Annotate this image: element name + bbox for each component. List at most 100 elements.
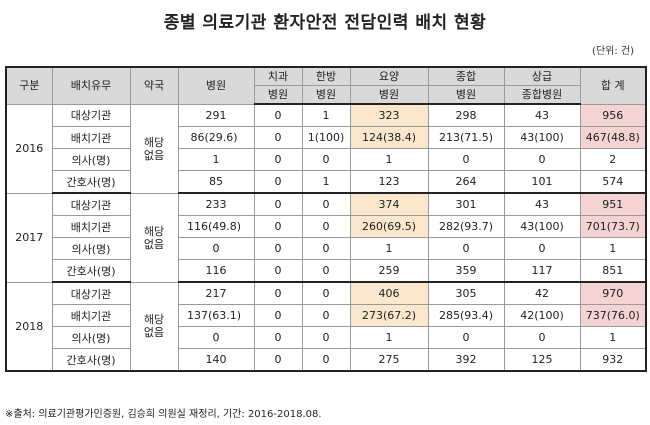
general-cell: 305 [427, 281, 505, 305]
oriental-cell: 0 [301, 215, 351, 238]
header-nursing-1: 요양 [349, 66, 429, 86]
row-label: 간호사(명) [51, 259, 131, 283]
page-title: 종별 의료기관 환자안전 전담인력 배치 현황 [163, 13, 487, 33]
tertiary-cell: 0 [503, 326, 581, 349]
total-cell: 1 [579, 326, 647, 349]
tertiary-cell: 42(100) [503, 304, 581, 327]
dental-cell: 0 [253, 259, 303, 283]
table-row: 배치기관 116(49.8) 0 0 260(69.5) 282(93.7) 43(100)… [6, 215, 647, 238]
hospital-cell: 116(49.8) [177, 215, 255, 238]
tertiary-cell: 43 [503, 192, 581, 216]
total-cell: 467(48.8) [579, 126, 647, 149]
header-nursing-2: 병원 [349, 85, 429, 105]
dental-cell: 0 [253, 281, 303, 305]
dental-cell: 0 [253, 348, 303, 372]
header-type: 배치유무 [51, 66, 131, 105]
nursing-cell: 1 [349, 237, 429, 260]
tertiary-cell: 125 [503, 348, 581, 372]
total-cell: 932 [579, 348, 647, 372]
row-label: 배치기관 [51, 126, 131, 149]
table-row: 2017 대상기관 해당 없음 233 0 0 374 301 43 951 [5, 192, 647, 283]
general-cell: 264 [427, 170, 505, 194]
total-cell: 970 [579, 281, 647, 305]
general-cell: 0 [427, 326, 505, 349]
hospital-cell: 291 [177, 103, 255, 127]
nursing-cell: 323 [349, 103, 429, 127]
row-label: 배치기관 [51, 215, 131, 238]
oriental-cell: 0 [301, 192, 351, 216]
row-label: 간호사(명) [51, 348, 131, 372]
header-general-2: 병원 [427, 85, 505, 105]
general-cell: 0 [427, 237, 505, 260]
total-cell: 574 [579, 170, 647, 194]
hospital-cell: 116 [177, 259, 255, 283]
header-total: 합 계 [579, 66, 647, 105]
general-cell: 0 [427, 148, 505, 171]
pharmacy-cell: 해당 없음 [129, 281, 179, 372]
hospital-cell: 137(63.1) [177, 304, 255, 327]
general-cell: 213(71.5) [427, 126, 505, 149]
total-cell: 1 [579, 237, 647, 260]
staffing-table: 구분 배치유무 약국 병원 치과 한방 요양 종합 상급 합 계 병원 병원 병… [5, 66, 647, 372]
dental-cell: 0 [253, 326, 303, 349]
header-tertiary-1: 상급 [503, 66, 581, 86]
nursing-cell: 124(38.4) [349, 126, 429, 149]
pharmacy-label-line2: 없음 [143, 326, 165, 340]
year-cell: 2016 [5, 103, 53, 194]
table-row: 2018 대상기관 해당 없음 217 0 0 406 305 42 970 [5, 281, 647, 372]
nursing-cell: 1 [349, 326, 429, 349]
table-row: 간호사(명) 140 0 0 275 392 125 932 [6, 348, 647, 372]
total-cell: 2 [579, 148, 647, 171]
general-cell: 301 [427, 192, 505, 216]
tertiary-cell: 43(100) [503, 126, 581, 149]
nursing-cell: 273(67.2) [349, 304, 429, 327]
header-oriental-1: 한방 [301, 66, 351, 86]
dental-cell: 0 [253, 170, 303, 194]
nursing-cell: 123 [349, 170, 429, 194]
total-cell: 956 [579, 103, 647, 127]
oriental-cell: 1(100) [301, 126, 351, 149]
header-pharmacy: 약국 [129, 66, 179, 105]
oriental-cell: 0 [301, 326, 351, 349]
tertiary-cell: 43 [503, 103, 581, 127]
oriental-cell: 0 [301, 237, 351, 260]
oriental-cell: 0 [301, 148, 351, 171]
pharmacy-cell: 해당 없음 [129, 103, 179, 194]
row-label: 의사(명) [51, 326, 131, 349]
table-row: 의사(명) 1 0 0 1 0 0 2 [6, 148, 647, 171]
header-dental-2: 병원 [253, 85, 303, 105]
oriental-cell: 0 [301, 259, 351, 283]
dental-cell: 0 [253, 192, 303, 216]
row-label: 대상기관 [51, 281, 131, 305]
year-cell: 2017 [5, 192, 53, 283]
dental-cell: 0 [253, 103, 303, 127]
dental-cell: 0 [253, 215, 303, 238]
header-year: 구분 [5, 66, 53, 105]
hospital-cell: 217 [177, 281, 255, 305]
tertiary-cell: 117 [503, 259, 581, 283]
oriental-cell: 0 [301, 304, 351, 327]
hospital-cell: 0 [177, 326, 255, 349]
pharmacy-label-line2: 없음 [143, 148, 165, 162]
general-cell: 285(93.4) [427, 304, 505, 327]
pharmacy-cell: 해당 없음 [129, 192, 179, 283]
table-row: 의사(명) 0 0 0 1 0 0 1 [6, 237, 647, 260]
row-label: 대상기관 [51, 103, 131, 127]
hospital-cell: 1 [177, 148, 255, 171]
table-row: 배치기관 86(29.6) 0 1(100) 124(38.4) 213(71.5) 43(… [6, 126, 647, 149]
header-general-1: 종합 [427, 66, 505, 86]
source-note: ※출처: 의료기관평가인증원, 김승희 의원실 재정리, 기간: 2016-20… [5, 409, 322, 420]
table-body: 2016 대상기관 해당 없음 291 0 1 323 298 43 956 배치기관 86(29.6)… [5, 103, 647, 372]
general-cell: 298 [427, 103, 505, 127]
tertiary-cell: 42 [503, 281, 581, 305]
total-cell: 951 [579, 192, 647, 216]
nursing-cell: 1 [349, 148, 429, 171]
total-cell: 851 [579, 259, 647, 283]
table-row: 간호사(명) 116 0 0 259 359 117 851 [6, 259, 647, 283]
header-tertiary-2: 종합병원 [503, 85, 581, 105]
header-hospital: 병원 [177, 66, 255, 105]
table-row: 2016 대상기관 해당 없음 291 0 1 323 298 43 956 [5, 103, 647, 194]
pharmacy-label-line1: 해당 [143, 224, 165, 238]
table-row: 의사(명) 0 0 0 1 0 0 1 [6, 326, 647, 349]
general-cell: 359 [427, 259, 505, 283]
